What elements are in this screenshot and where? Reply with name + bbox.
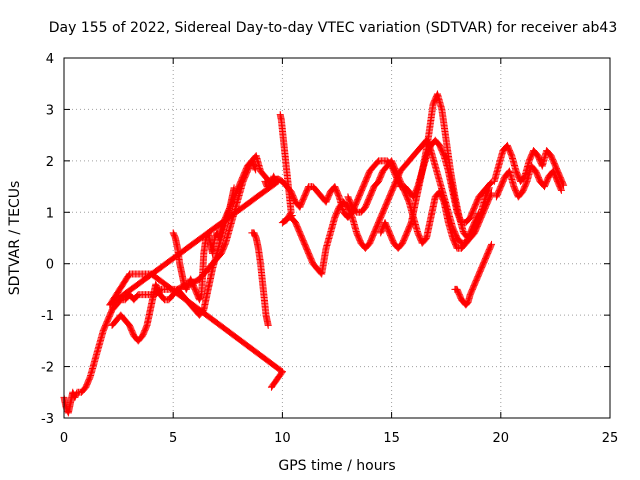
data-point: [251, 165, 259, 173]
x-tick-label: 15: [383, 431, 400, 446]
data-point: [274, 177, 282, 185]
x-tick-label: 25: [602, 431, 619, 446]
x-tick-label: 10: [274, 431, 291, 446]
data-point: [278, 368, 286, 376]
y-axis-label: SDTVAR / TECUs: [7, 181, 23, 296]
y-tick-label: -1: [41, 309, 54, 324]
data-point: [486, 179, 494, 187]
data-point: [488, 240, 496, 248]
axis-ticks: 0 5 10 15 20 25 -3 -2 -1 0 1 2 3 4: [41, 52, 618, 446]
y-tick-label: 1: [46, 206, 54, 221]
data-point: [252, 166, 260, 174]
x-tick-label: 0: [60, 431, 68, 446]
series-track-j: [248, 229, 272, 329]
data-point: [288, 212, 296, 219]
y-tick-label: 4: [46, 52, 54, 67]
y-tick-label: 0: [46, 258, 54, 273]
x-tick-label: 5: [169, 431, 177, 446]
grid-lines: [64, 58, 610, 418]
series-track-f: [377, 90, 493, 252]
data-point: [485, 184, 493, 192]
data-point: [147, 270, 155, 278]
data-point: [267, 383, 275, 391]
x-tick-label: 20: [493, 431, 510, 446]
data-point: [106, 301, 114, 309]
data-points: [60, 90, 568, 417]
series-track-g: [451, 240, 496, 309]
y-tick-label: 3: [46, 103, 54, 118]
data-point: [485, 185, 493, 193]
data-point: [230, 184, 238, 192]
x-axis-label: GPS time / hours: [278, 458, 395, 474]
data-point: [557, 185, 565, 193]
y-tick-label: -2: [41, 361, 54, 376]
y-tick-label: -3: [41, 412, 54, 427]
series-outliers: [106, 177, 286, 391]
data-point: [487, 242, 495, 250]
data-point: [463, 300, 471, 308]
data-point: [557, 186, 565, 194]
data-point: [126, 270, 134, 278]
series-track-l: [276, 111, 296, 227]
data-point: [264, 321, 272, 329]
chart-title: Day 155 of 2022, Sidereal Day-to-day VTE…: [49, 20, 618, 36]
plot-frame: [63, 57, 611, 419]
series-track-i: [492, 162, 565, 201]
y-tick-label: 2: [46, 155, 54, 170]
data-point: [273, 178, 281, 186]
data-point: [287, 212, 295, 220]
